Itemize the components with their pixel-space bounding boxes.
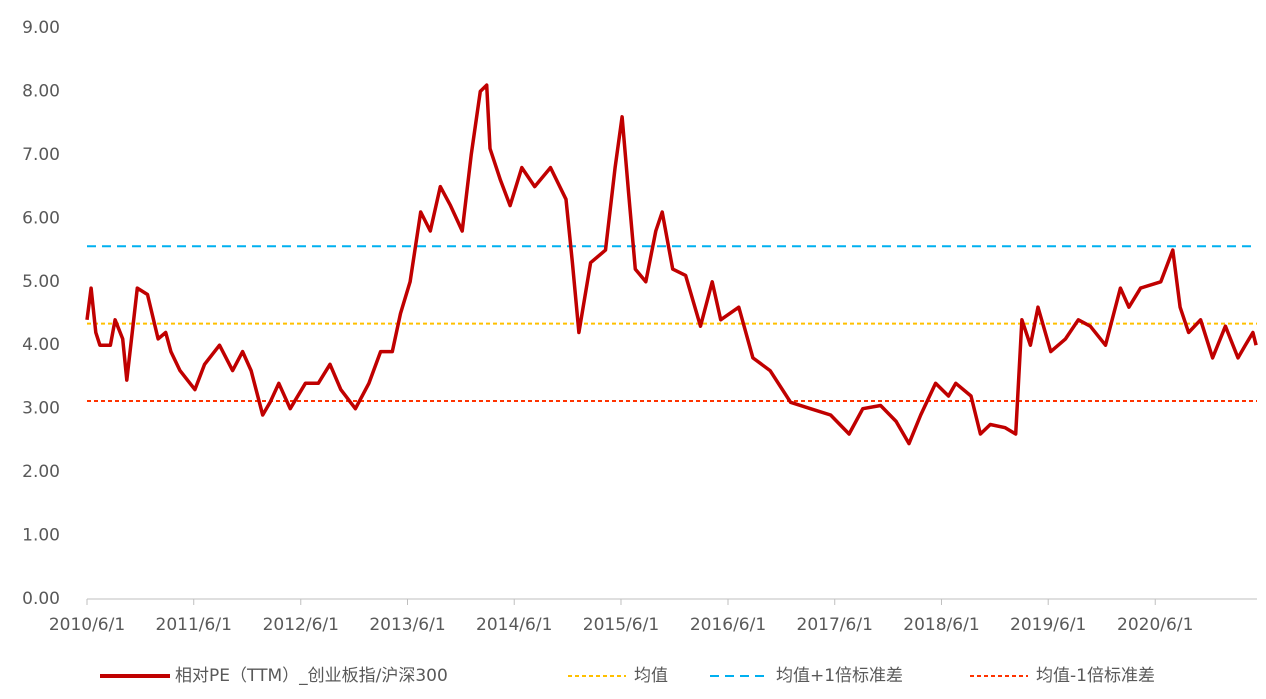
legend-label: 均值-1倍标准差 bbox=[1036, 666, 1155, 686]
x-tick-label: 2019/6/1 bbox=[1010, 615, 1086, 635]
y-tick-label: 9.00 bbox=[22, 18, 60, 38]
y-tick-label: 6.00 bbox=[22, 208, 60, 228]
x-tick-label: 2014/6/1 bbox=[476, 615, 552, 635]
x-tick-label: 2017/6/1 bbox=[797, 615, 873, 635]
x-tick-label: 2020/6/1 bbox=[1117, 615, 1193, 635]
x-tick-label: 2013/6/1 bbox=[369, 615, 445, 635]
x-tick-label: 2016/6/1 bbox=[690, 615, 766, 635]
x-tick-label: 2010/6/1 bbox=[49, 615, 125, 635]
y-tick-label: 8.00 bbox=[22, 81, 60, 101]
x-tick-label: 2012/6/1 bbox=[263, 615, 339, 635]
y-tick-label: 2.00 bbox=[22, 462, 60, 482]
y-tick-label: 1.00 bbox=[22, 526, 60, 546]
y-tick-label: 5.00 bbox=[22, 272, 60, 292]
legend-label: 均值+1倍标准差 bbox=[776, 666, 903, 686]
y-tick-label: 3.00 bbox=[22, 399, 60, 419]
y-tick-label: 4.00 bbox=[22, 335, 60, 355]
y-tick-label: 7.00 bbox=[22, 145, 60, 165]
legend-label: 相对PE（TTM）_创业板指/沪深300 bbox=[175, 666, 448, 686]
x-tick-label: 2011/6/1 bbox=[156, 615, 232, 635]
line bbox=[85, 83, 1258, 446]
y-tick-label: 0.00 bbox=[22, 589, 60, 609]
x-tick-label: 2018/6/1 bbox=[903, 615, 979, 635]
x-tick-label: 2015/6/1 bbox=[583, 615, 659, 635]
legend-label: 均值 bbox=[634, 666, 668, 686]
